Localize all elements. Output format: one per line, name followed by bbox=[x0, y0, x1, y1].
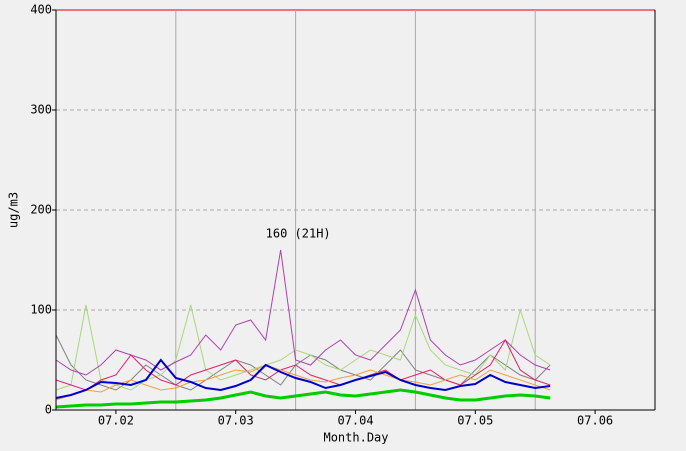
series-line bbox=[55, 338, 551, 391]
series-line bbox=[55, 249, 551, 376]
y-tick-label: 200 bbox=[30, 203, 52, 217]
plot-area bbox=[56, 10, 655, 410]
series-line bbox=[55, 304, 551, 391]
y-tick-label: 0 bbox=[45, 403, 52, 417]
y-tick-label: 300 bbox=[30, 103, 52, 117]
annotation: 160 (21H) bbox=[266, 227, 331, 241]
series-line bbox=[55, 388, 551, 409]
x-tick-label: 07.02 bbox=[98, 414, 134, 428]
x-tick-label: 07.05 bbox=[457, 414, 493, 428]
y-tick-label: 100 bbox=[30, 303, 52, 317]
y-axis-label: ug/m3 bbox=[7, 192, 21, 228]
x-tick-label: 07.06 bbox=[577, 414, 613, 428]
series-line bbox=[55, 358, 551, 399]
x-tick-label: 07.04 bbox=[337, 414, 373, 428]
y-tick-label: 400 bbox=[30, 3, 52, 17]
x-tick-label: 07.03 bbox=[218, 414, 254, 428]
x-axis-label: Month.Day bbox=[323, 431, 388, 445]
